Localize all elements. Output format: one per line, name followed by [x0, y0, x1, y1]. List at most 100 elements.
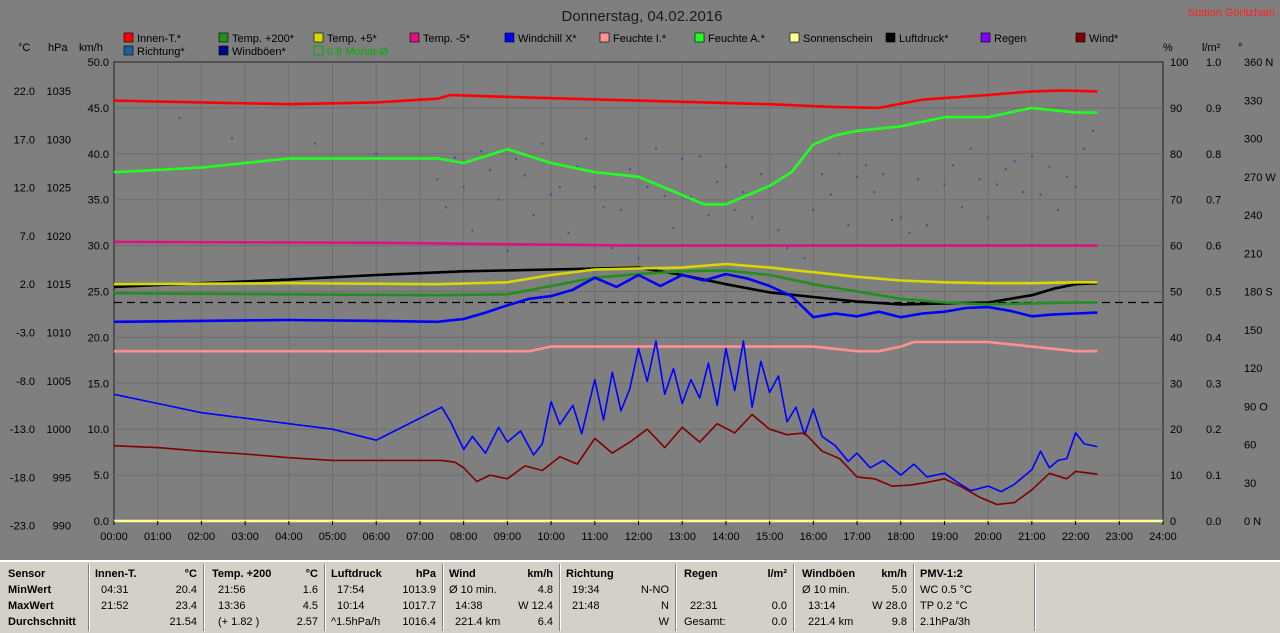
direction-point	[908, 231, 911, 234]
stats-wind-max-time: 14:38	[455, 600, 483, 612]
stats-wind-unit: km/h	[527, 568, 553, 580]
stats-pmv-pressure-trend: 2.1hPa/3h	[920, 616, 971, 628]
direction-point	[742, 191, 745, 194]
rain-axis-tick: 0.6	[1206, 241, 1221, 253]
legend-swatch	[123, 45, 134, 56]
x-axis-tick-label: 02:00	[188, 531, 216, 543]
series-wind-line	[113, 413, 1098, 506]
legend-item-regen: Regen	[980, 32, 1026, 45]
x-axis-tick-label: 11:00	[581, 531, 608, 543]
stats-wind-title: Wind	[449, 568, 476, 580]
stats-row-labels: Sensor MinWert MaxWert Durchschnitt	[0, 562, 88, 633]
stats-luftdruck-title: Luftdruck	[331, 568, 382, 580]
wind-axis-tick: 30.0	[88, 241, 109, 253]
stats-richtung-max-value: N	[661, 600, 669, 612]
stats-temp200-max-value: 4.5	[302, 600, 318, 612]
stats-regen-title: Regen	[684, 568, 718, 580]
direction-point	[917, 178, 920, 181]
station-name: Station Göritzhain	[1188, 7, 1275, 19]
humidity-axis-tick: 30	[1170, 378, 1182, 390]
rain-axis-tick: 0.8	[1206, 149, 1221, 161]
stats-label-max: MaxWert	[8, 600, 54, 612]
stats-windboeen-title: Windböen	[802, 568, 856, 580]
x-axis-tick-label: 13:00	[668, 531, 696, 543]
direction-point	[803, 257, 806, 260]
direction-axis-tick: 120	[1244, 363, 1262, 375]
rain-axis-tick: 0.7	[1206, 195, 1221, 207]
direction-point	[646, 185, 649, 188]
humidity-axis-tick: 10	[1170, 470, 1182, 482]
stats-innen-min-value: 20.4	[175, 584, 197, 596]
legend-swatch	[980, 32, 991, 43]
direction-point	[987, 216, 990, 219]
direction-axis-tick: 240	[1244, 210, 1262, 222]
stats-wind-avg: 6.4	[537, 616, 553, 628]
direction-point	[891, 219, 894, 222]
wind-axis-tick: 40.0	[88, 149, 109, 161]
stats-regen-total-label: Gesamt:	[684, 616, 726, 628]
x-axis-tick-label: 19:00	[931, 531, 959, 543]
rain-axis-tick: 0.1	[1206, 470, 1221, 482]
direction-point	[654, 147, 657, 150]
legend-item-feuchte-i: Feuchte I.*	[599, 32, 667, 45]
rain-axis-tick: 1.0	[1206, 57, 1221, 69]
stats-luftdruck-min-value: 1013.9	[402, 584, 436, 596]
legend-swatch	[789, 32, 800, 43]
legend-item-windchill-x: Windchill X*	[504, 32, 577, 45]
stats-pmv-dewpoint: TP 0.2 °C	[920, 600, 968, 612]
direction-point	[532, 214, 535, 216]
stats-temp200-trend: (+ 1.82 )	[218, 616, 260, 628]
legend-item-richtung: Richtung*	[123, 45, 185, 58]
direction-point	[541, 142, 544, 145]
temp-axis-tick: -13.0	[10, 424, 35, 436]
series-temp-200-line	[113, 269, 1098, 306]
direction-point	[995, 183, 998, 186]
direction-point	[698, 155, 701, 158]
stats-wind: Wind km/h Ø 10 min. 4.8 14:38 W 12.4 221…	[443, 562, 559, 633]
stats-divider	[793, 564, 795, 631]
stats-luftdruck-trend: ^1.5hPa/h	[331, 616, 381, 628]
unit-wind: km/h	[79, 42, 103, 54]
stats-temp200-unit: °C	[305, 568, 318, 580]
stats-temp200-max-time: 13:36	[218, 600, 246, 612]
unit-temp: °C	[18, 42, 30, 54]
direction-axis-tick: 0 N	[1244, 516, 1261, 528]
legend-label: Sonnenschein	[803, 33, 873, 45]
legend-label: Innen-T.*	[137, 33, 182, 45]
direction-point	[178, 117, 181, 120]
x-axis-tick-label: 04:00	[275, 531, 303, 543]
pressure-axis-tick: 1025	[47, 183, 71, 195]
direction-point	[453, 156, 456, 159]
humidity-axis-tick: 100	[1170, 57, 1188, 69]
stats-regen-max-value: 0.0	[771, 600, 787, 612]
x-axis-tick-label: 14:00	[712, 531, 740, 543]
stats-richtung-title: Richtung	[566, 568, 614, 580]
direction-point	[733, 208, 736, 211]
direction-point	[506, 249, 509, 252]
legend-label: Regen	[994, 33, 1026, 45]
unit-pressure: hPa	[48, 42, 68, 54]
wind-axis-tick: 35.0	[88, 195, 109, 207]
x-axis-tick-label: 09:00	[494, 531, 522, 543]
series-feuchte-i-line	[114, 340, 1098, 353]
direction-point	[978, 178, 981, 181]
stats-regen-max-time: 22:31	[690, 600, 718, 612]
legend-item-temp-5: Temp. -5*	[409, 32, 471, 45]
temp-axis-tick: 2.0	[20, 279, 35, 291]
wind-axis-tick: 15.0	[88, 378, 109, 390]
legend-label: Feuchte I.*	[613, 33, 667, 45]
x-axis-tick-label: 10:00	[537, 531, 565, 543]
stats-divider	[88, 564, 90, 631]
x-axis-tick-label: 00:00	[100, 531, 128, 543]
direction-point	[960, 206, 963, 209]
pressure-axis-tick: 1020	[47, 231, 71, 243]
direction-point	[724, 165, 727, 168]
direction-point	[1092, 129, 1095, 132]
stats-richtung-avg: W	[658, 616, 669, 628]
direction-point	[628, 168, 631, 171]
legend-swatch	[409, 32, 420, 43]
stats-luftdruck-avg: 1016.4	[402, 616, 436, 628]
x-axis-tick-label: 24:00	[1149, 531, 1177, 543]
stats-temp200-title: Temp. +200	[212, 568, 272, 580]
direction-point	[231, 137, 234, 140]
